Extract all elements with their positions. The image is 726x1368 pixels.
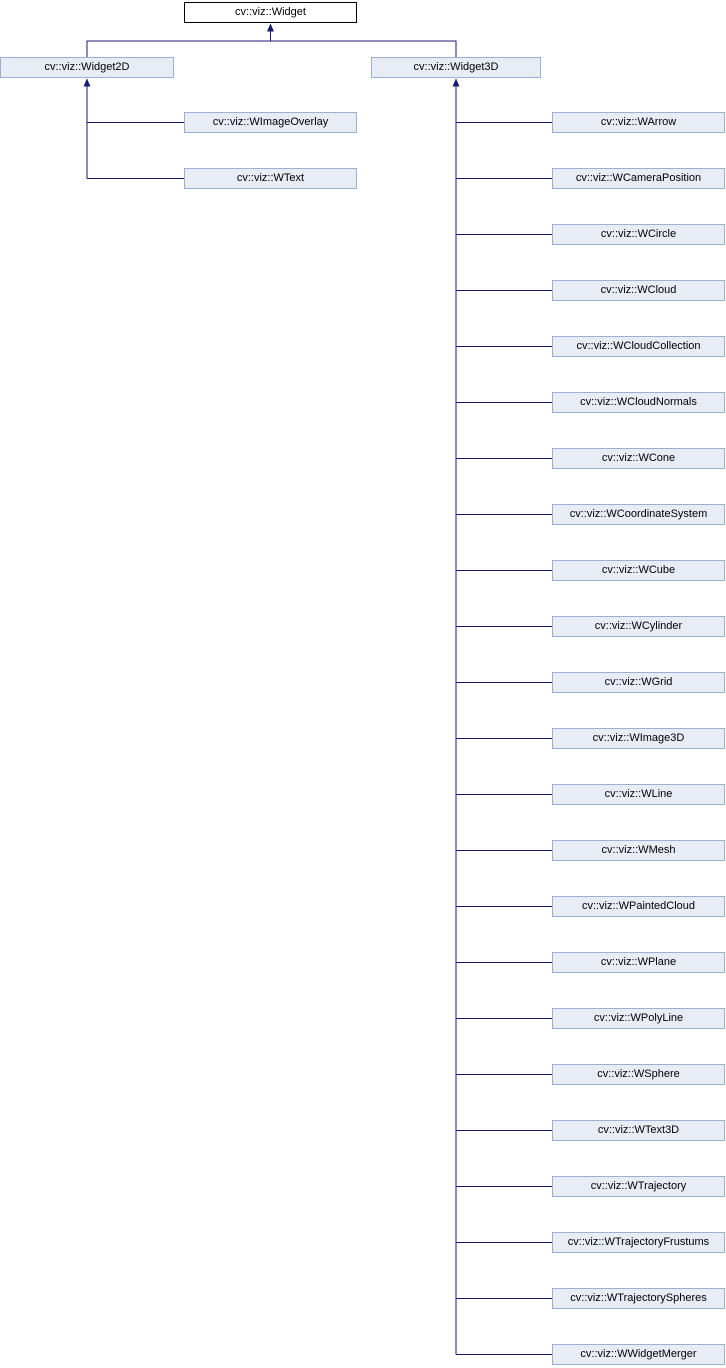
class-node-cv-viz-widget2d[interactable]: cv::viz::Widget2D xyxy=(0,57,174,78)
class-node-cv-viz-wwidgetmerger[interactable]: cv::viz::WWidgetMerger xyxy=(552,1344,725,1365)
class-node-cv-viz-wimageoverlay[interactable]: cv::viz::WImageOverlay xyxy=(184,112,357,133)
class-node-cv-viz-wcloudnormals[interactable]: cv::viz::WCloudNormals xyxy=(552,392,725,413)
class-node-cv-viz-wtext[interactable]: cv::viz::WText xyxy=(184,168,357,189)
class-node-cv-viz-wcoordinatesystem[interactable]: cv::viz::WCoordinateSystem xyxy=(552,504,725,525)
class-node-cv-viz-wpolyline[interactable]: cv::viz::WPolyLine xyxy=(552,1008,725,1029)
class-node-cv-viz-wmesh[interactable]: cv::viz::WMesh xyxy=(552,840,725,861)
class-node-cv-viz-wgrid[interactable]: cv::viz::WGrid xyxy=(552,672,725,693)
class-node-cv-viz-widget: cv::viz::Widget xyxy=(184,2,357,23)
class-node-cv-viz-wcloudcollection[interactable]: cv::viz::WCloudCollection xyxy=(552,336,725,357)
class-node-cv-viz-wcircle[interactable]: cv::viz::WCircle xyxy=(552,224,725,245)
class-node-cv-viz-wimage3d[interactable]: cv::viz::WImage3D xyxy=(552,728,725,749)
class-node-cv-viz-wtrajectory[interactable]: cv::viz::WTrajectory xyxy=(552,1176,725,1197)
class-node-cv-viz-wtext3d[interactable]: cv::viz::WText3D xyxy=(552,1120,725,1141)
class-node-cv-viz-wpaintedcloud[interactable]: cv::viz::WPaintedCloud xyxy=(552,896,725,917)
class-node-cv-viz-wcameraposition[interactable]: cv::viz::WCameraPosition xyxy=(552,168,725,189)
class-node-cv-viz-wplane[interactable]: cv::viz::WPlane xyxy=(552,952,725,973)
class-node-cv-viz-wcube[interactable]: cv::viz::WCube xyxy=(552,560,725,581)
class-node-cv-viz-wsphere[interactable]: cv::viz::WSphere xyxy=(552,1064,725,1085)
class-node-cv-viz-wline[interactable]: cv::viz::WLine xyxy=(552,784,725,805)
class-node-cv-viz-wtrajectoryfrustums[interactable]: cv::viz::WTrajectoryFrustums xyxy=(552,1232,725,1253)
class-node-cv-viz-wtrajectoryspheres[interactable]: cv::viz::WTrajectorySpheres xyxy=(552,1288,725,1309)
class-node-cv-viz-wcone[interactable]: cv::viz::WCone xyxy=(552,448,725,469)
class-node-cv-viz-warrow[interactable]: cv::viz::WArrow xyxy=(552,112,725,133)
class-node-cv-viz-widget3d[interactable]: cv::viz::Widget3D xyxy=(371,57,541,78)
class-node-cv-viz-wcylinder[interactable]: cv::viz::WCylinder xyxy=(552,616,725,637)
class-node-cv-viz-wcloud[interactable]: cv::viz::WCloud xyxy=(552,280,725,301)
